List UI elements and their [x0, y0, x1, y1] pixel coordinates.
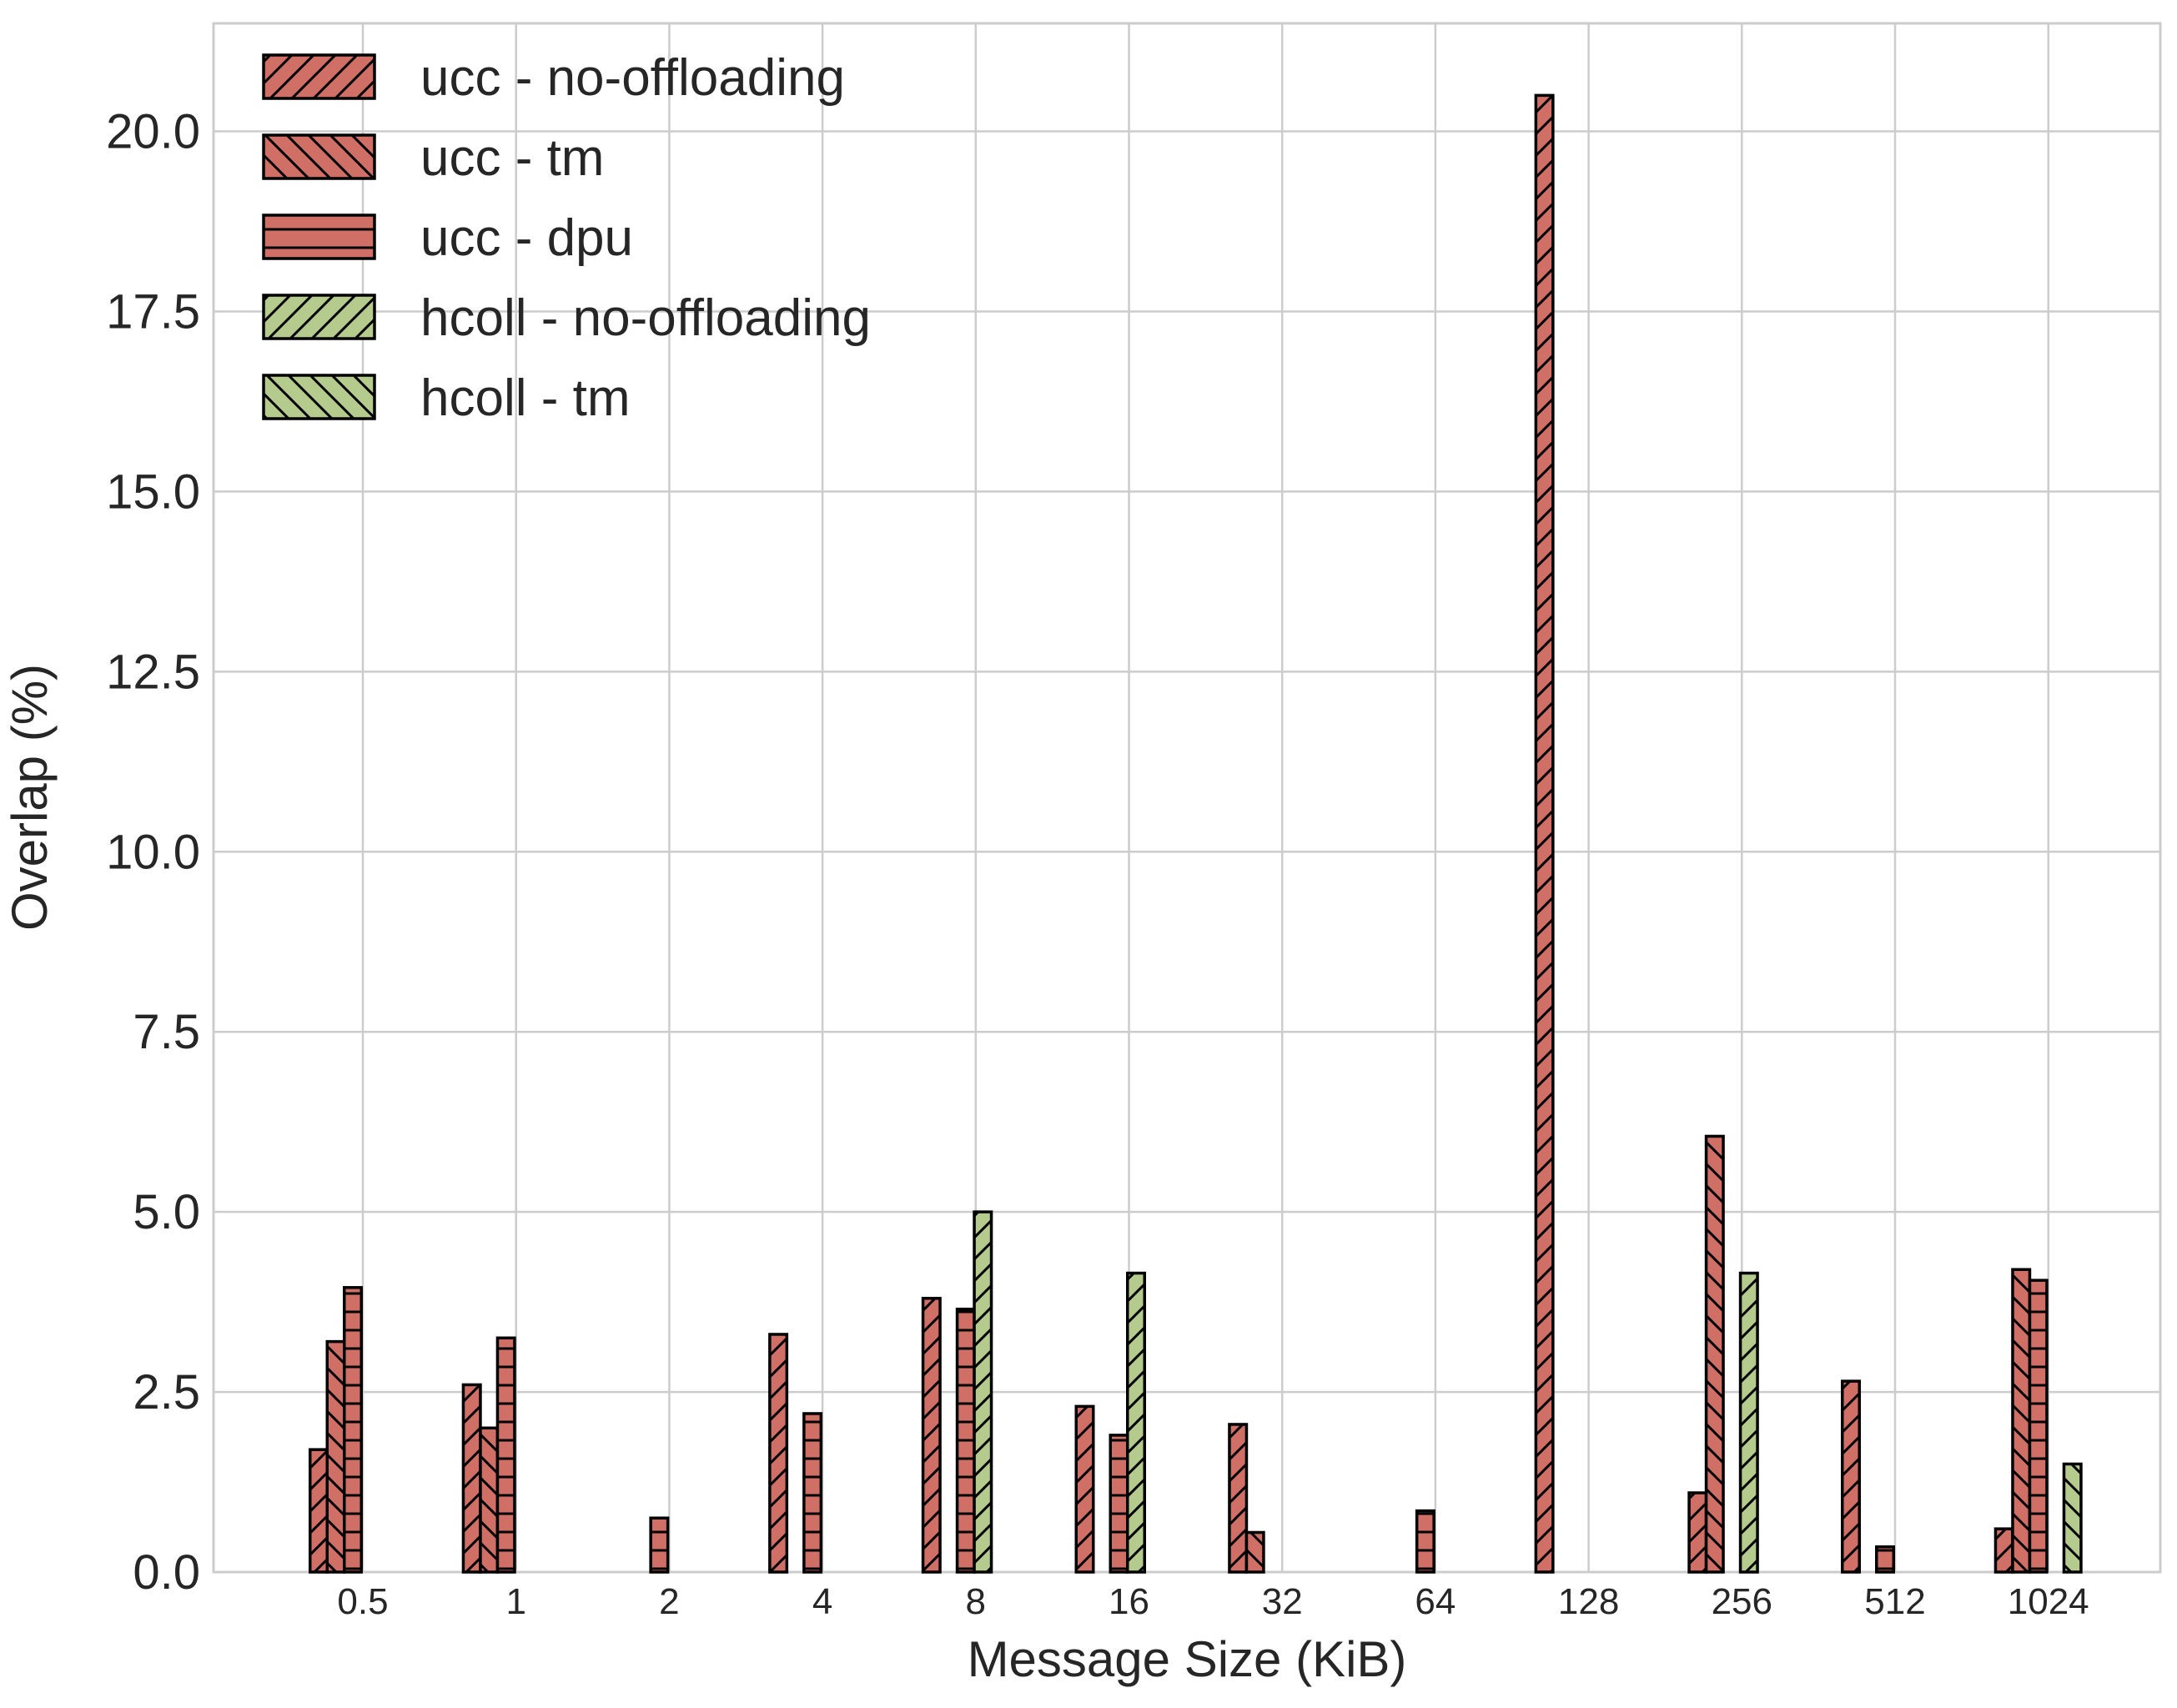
bar	[1415, 1509, 1435, 1574]
y-tick-label: 7.5	[133, 1005, 200, 1059]
bar	[1534, 93, 1555, 1574]
bar	[1875, 1545, 1895, 1574]
bar	[802, 1412, 823, 1574]
legend-entry: ucc - no-offloading	[262, 49, 845, 107]
grid-lines	[214, 23, 2160, 1574]
bar	[479, 1426, 500, 1574]
x-tick-label: 128	[1558, 1581, 1619, 1622]
x-tick-label: 16	[1109, 1581, 1149, 1622]
x-tick-label: 64	[1415, 1581, 1456, 1622]
bar	[1244, 1530, 1265, 1574]
bar	[649, 1516, 670, 1574]
plot-area	[212, 22, 2162, 1574]
bar	[495, 1336, 516, 1574]
bar	[1687, 1491, 1708, 1574]
x-tick-label: 32	[1262, 1581, 1303, 1622]
x-tick-label: 0.5	[337, 1581, 388, 1622]
bar	[973, 1210, 993, 1574]
bar	[1126, 1271, 1146, 1574]
x-axis-ticks: 0.5 1 2 4 8 16 32 64 128 256 512 1024	[337, 1581, 2089, 1622]
legend-entry: hcoll - no-offloading	[262, 289, 871, 347]
y-axis-ticks: 0.0 2.5 5.0 7.5 10.0 12.5 15.0 17.5 20.0	[106, 105, 200, 1600]
x-tick-label: 4	[812, 1581, 832, 1622]
bar	[2011, 1268, 2032, 1574]
legend-entry: ucc - dpu	[262, 209, 633, 267]
y-tick-label: 0.0	[133, 1545, 200, 1600]
bar	[1228, 1423, 1249, 1574]
bar	[921, 1297, 942, 1574]
legend-label: hcoll - tm	[420, 369, 630, 427]
x-tick-label: 1024	[2008, 1581, 2089, 1622]
x-tick-label: 2	[659, 1581, 679, 1622]
bar	[2028, 1278, 2049, 1574]
bar	[1704, 1134, 1725, 1574]
bar	[955, 1307, 976, 1574]
bar	[1841, 1379, 1861, 1574]
y-tick-label: 17.5	[106, 284, 200, 339]
x-tick-label: 256	[1712, 1581, 1772, 1622]
y-tick-label: 15.0	[106, 465, 200, 519]
bars	[309, 93, 2083, 1574]
x-axis-label: Message Size (KiB)	[968, 1631, 1407, 1687]
legend-label: hcoll - no-offloading	[420, 289, 871, 347]
legend: ucc - no-offloading ucc - tm ucc - dpu hcol…	[262, 49, 871, 427]
legend-entry: hcoll - tm	[262, 369, 630, 427]
bar	[1738, 1271, 1759, 1574]
bar	[768, 1333, 789, 1574]
bar	[1993, 1527, 2014, 1574]
bar	[309, 1448, 329, 1574]
x-tick-label: 8	[966, 1581, 986, 1622]
x-tick-label: 512	[1864, 1581, 1925, 1622]
y-tick-label: 10.0	[106, 825, 200, 879]
y-tick-label: 5.0	[133, 1185, 200, 1239]
bar	[325, 1339, 346, 1574]
y-tick-label: 20.0	[106, 105, 200, 159]
legend-entry: ucc - tm	[262, 129, 604, 187]
x-tick-label: 1	[505, 1581, 525, 1622]
bar	[2062, 1462, 2083, 1574]
bar	[343, 1286, 363, 1574]
y-axis-label: Overlap (%)	[2, 664, 58, 931]
legend-label: ucc - dpu	[420, 209, 633, 267]
y-tick-label: 12.5	[106, 645, 200, 699]
bar	[1109, 1434, 1129, 1574]
legend-label: ucc - no-offloading	[420, 49, 845, 107]
legend-label: ucc - tm	[420, 129, 604, 187]
bar	[461, 1383, 482, 1574]
y-tick-label: 2.5	[133, 1365, 200, 1419]
bar	[1074, 1404, 1095, 1574]
